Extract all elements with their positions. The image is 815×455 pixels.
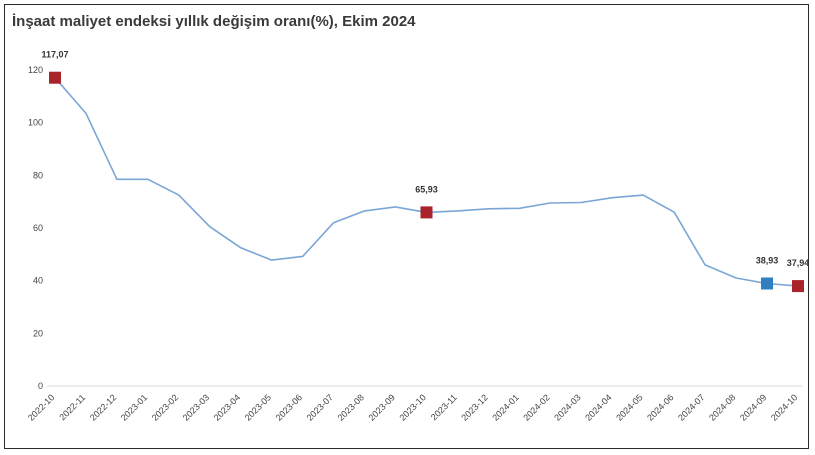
x-tick-label: 2023-08 xyxy=(336,392,366,422)
data-label: 65,93 xyxy=(415,184,438,194)
chart-frame xyxy=(4,4,809,449)
chart-title: İnşaat maliyet endeksi yıllık değişim or… xyxy=(12,13,416,30)
x-tick-label: 2024-05 xyxy=(614,392,644,422)
x-tick-label: 2024-01 xyxy=(490,392,520,422)
data-label: 37,94 xyxy=(787,258,810,268)
y-tick-label: 40 xyxy=(33,276,43,286)
x-tick-label: 2024-08 xyxy=(707,392,737,422)
y-tick-label: 120 xyxy=(28,65,43,75)
y-tick-label: 20 xyxy=(33,328,43,338)
x-tick-label: 2023-04 xyxy=(212,392,242,422)
data-point-marker xyxy=(761,277,774,290)
x-tick-label: 2022-10 xyxy=(26,392,56,422)
x-tick-label: 2023-12 xyxy=(459,392,489,422)
x-tick-label: 2023-09 xyxy=(367,392,397,422)
data-label: 117,07 xyxy=(41,50,68,60)
x-tick-label: 2024-03 xyxy=(552,392,582,422)
x-tick-label: 2024-04 xyxy=(583,392,613,422)
series-line xyxy=(54,77,799,287)
x-tick-label: 2023-11 xyxy=(429,392,459,422)
x-tick-label: 2023-07 xyxy=(305,392,335,422)
y-tick-label: 0 xyxy=(38,381,43,391)
y-tick-label: 60 xyxy=(33,223,43,233)
data-point-marker xyxy=(792,280,804,293)
x-tick-label: 2024-10 xyxy=(769,392,799,422)
x-tick-label: 2024-09 xyxy=(738,392,768,422)
x-tick-label: 2023-01 xyxy=(119,392,149,422)
x-tick-label: 2023-10 xyxy=(397,392,427,422)
y-tick-label: 80 xyxy=(33,170,43,180)
y-tick-label: 100 xyxy=(28,118,43,128)
x-tick-label: 2023-05 xyxy=(243,392,273,422)
x-tick-label: 2024-02 xyxy=(521,392,551,422)
data-point-marker xyxy=(420,206,433,219)
x-tick-label: 2024-06 xyxy=(645,392,675,422)
x-tick-label: 2023-02 xyxy=(150,392,180,422)
data-label: 38,93 xyxy=(756,255,779,265)
x-tick-label: 2024-07 xyxy=(676,392,706,422)
x-tick-label: 2023-06 xyxy=(274,392,304,422)
x-tick-label: 2023-03 xyxy=(181,392,211,422)
data-point-marker xyxy=(49,71,61,84)
x-tick-label: 2022-12 xyxy=(88,392,118,422)
x-tick-label: 2022-11 xyxy=(57,392,87,422)
